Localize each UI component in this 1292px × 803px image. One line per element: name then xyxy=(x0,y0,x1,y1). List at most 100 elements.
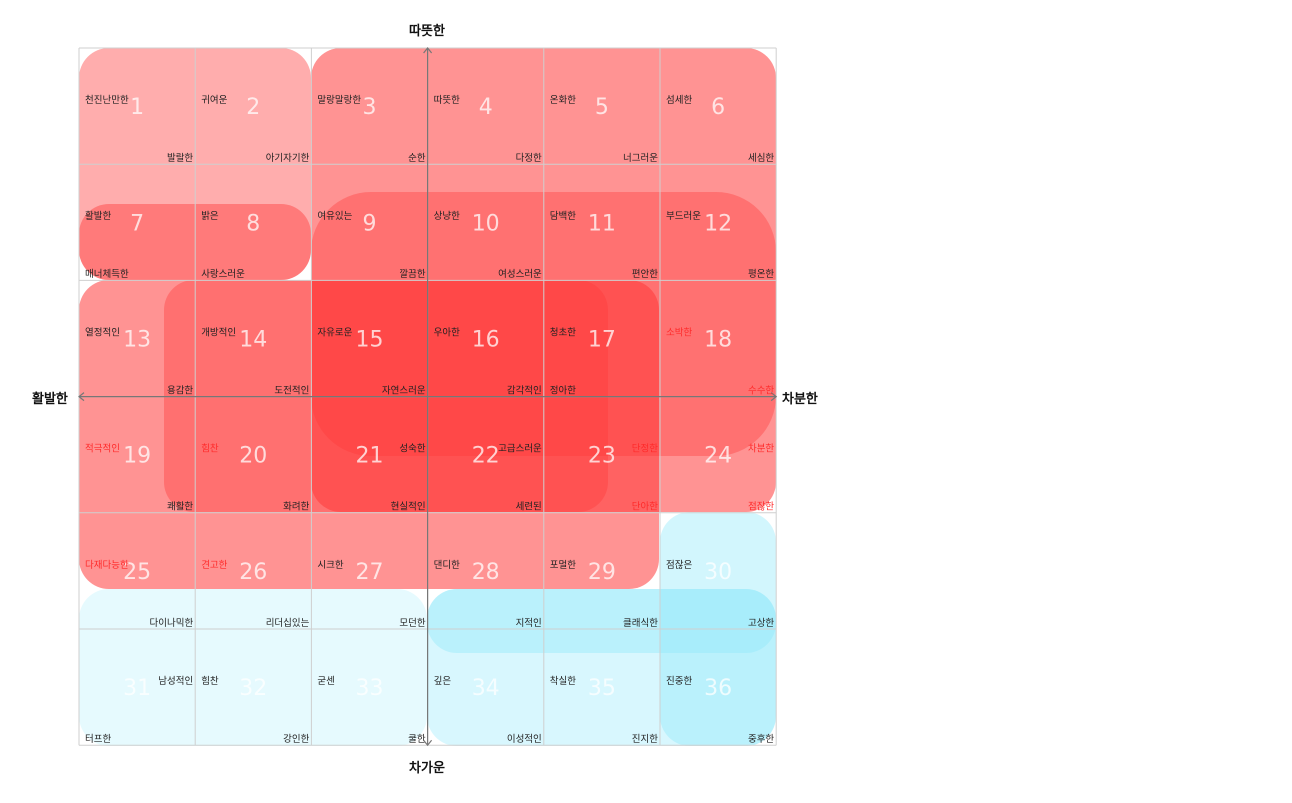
cell-word: 클래식한 xyxy=(623,618,658,629)
cell-number: 20 xyxy=(239,444,267,469)
cell-word: 용감한 xyxy=(167,384,193,396)
cell-number: 12 xyxy=(704,211,732,236)
cell-number: 6 xyxy=(711,95,725,120)
cell-number: 35 xyxy=(588,676,616,701)
cell-word: 적극적인 xyxy=(85,443,120,455)
cell-word: 말랑말랑한 xyxy=(317,94,361,106)
cell-word: 청초한 xyxy=(550,327,576,338)
cell-word: 다정한 xyxy=(516,153,542,164)
cell-word: 굳센 xyxy=(317,676,334,687)
cell-number: 30 xyxy=(704,560,732,585)
cell-word: 중후한 xyxy=(748,734,774,745)
cell-number: 5 xyxy=(595,95,609,120)
cell-number: 4 xyxy=(479,95,493,120)
cell-number: 1 xyxy=(130,95,144,120)
cell-word: 자유로운 xyxy=(317,327,352,338)
cell-number: 22 xyxy=(472,444,500,469)
color-region xyxy=(427,589,776,653)
cell-word: 쾌활한 xyxy=(167,501,193,513)
cell-word: 사랑스러운 xyxy=(201,268,245,280)
cell-word: 진지한 xyxy=(632,734,658,745)
cell-word: 화려한 xyxy=(283,501,309,513)
cell-word: 온화한 xyxy=(550,95,576,106)
cell-word: 착실한 xyxy=(550,676,576,687)
color-region xyxy=(79,589,427,746)
arrow-left-icon xyxy=(78,392,85,402)
axis-lines xyxy=(78,47,778,747)
cell-word: 남성적인 xyxy=(158,675,193,687)
arrow-down-icon xyxy=(423,739,433,747)
cell-word: 소박한 xyxy=(666,327,692,338)
axis-label-left: 활발한 xyxy=(32,392,68,407)
cell-word: 활발한 xyxy=(85,210,111,222)
cell-word: 부드러운 xyxy=(666,211,701,222)
cell-word: 강인한 xyxy=(283,734,309,745)
cell-number: 29 xyxy=(588,560,616,585)
cell-number: 14 xyxy=(239,328,267,353)
cell-word: 아기자기한 xyxy=(266,153,310,164)
cell-word: 깊은 xyxy=(434,675,452,687)
cell-word: 열정적인 xyxy=(85,326,120,338)
cell-number: 10 xyxy=(472,211,500,236)
cell-word: 단아한 xyxy=(632,502,658,513)
cell-word: 여성스러운 xyxy=(498,268,542,280)
cell-word: 매너체득한 xyxy=(85,269,129,280)
cell-word: 힘찬 xyxy=(201,676,219,687)
cell-word: 시크한 xyxy=(317,560,343,571)
cell-word: 점잖은 xyxy=(666,559,692,571)
axis-label-bottom: 차가운 xyxy=(409,761,445,776)
cell-word: 차분한 xyxy=(748,443,774,455)
cell-number: 28 xyxy=(472,560,500,585)
cell-word: 견고한 xyxy=(201,559,227,571)
cell-number: 33 xyxy=(356,676,384,701)
cell-number: 9 xyxy=(363,211,377,236)
cell-word: 깔끔한 xyxy=(399,268,425,280)
cell-word: 너그러운 xyxy=(623,153,658,164)
cell-word: 단정한 xyxy=(632,444,658,455)
cell-word: 힘찬 xyxy=(201,444,219,455)
cell-word: 리더십있는 xyxy=(266,617,310,629)
cell-word: 편안한 xyxy=(632,268,658,280)
cell-word: 모던한 xyxy=(399,618,425,629)
cell-word: 귀여운 xyxy=(201,94,227,106)
cell-number: 7 xyxy=(130,211,144,236)
color-region xyxy=(79,280,659,589)
cell-word: 쿨한 xyxy=(408,734,426,745)
cell-word: 천진난만한 xyxy=(85,95,129,106)
cell-word: 우아한 xyxy=(434,327,460,338)
cell-word: 정아한 xyxy=(550,385,576,396)
cell-word: 세련된 xyxy=(516,501,542,513)
cell-word: 세심한 xyxy=(748,153,774,164)
cell-word: 고급스러운 xyxy=(498,444,542,455)
cell-word: 섬세한 xyxy=(666,95,692,106)
cell-number: 32 xyxy=(239,676,267,701)
cell-word: 상냥한 xyxy=(434,211,460,222)
cell-number: 19 xyxy=(123,444,151,469)
cell-number: 18 xyxy=(704,328,732,353)
cell-number: 24 xyxy=(704,444,732,469)
cell-number: 16 xyxy=(472,328,500,353)
arrow-up-icon xyxy=(423,47,433,54)
cell-word: 자연스러운 xyxy=(382,385,426,396)
cell-number: 34 xyxy=(472,676,500,701)
cell-number: 27 xyxy=(356,560,384,585)
axis-label-top: 따뜻한 xyxy=(409,24,445,39)
cell-number: 26 xyxy=(239,560,267,585)
cell-number: 8 xyxy=(246,211,260,236)
cell-number: 23 xyxy=(588,444,616,469)
cell-word: 포멀한 xyxy=(550,559,576,571)
cell-number: 36 xyxy=(704,676,732,701)
cell-word: 현실적인 xyxy=(391,501,426,513)
cell-word: 감각적인 xyxy=(507,384,542,396)
cell-word: 여유있는 xyxy=(317,210,352,222)
cell-word: 담백한 xyxy=(550,210,576,222)
cell-word: 수수한 xyxy=(748,385,774,396)
cell-number: 25 xyxy=(123,560,151,585)
cell-word: 순한 xyxy=(408,153,426,164)
cell-word: 터프한 xyxy=(85,734,111,745)
cell-number: 13 xyxy=(123,328,151,353)
axis-label-right: 차분한 xyxy=(782,392,818,407)
